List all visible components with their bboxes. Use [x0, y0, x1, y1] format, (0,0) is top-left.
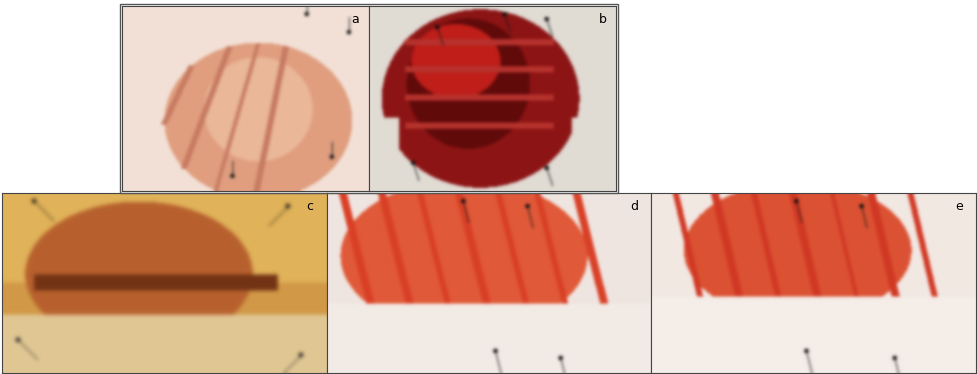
- Text: e: e: [955, 200, 962, 213]
- Text: a: a: [351, 13, 359, 26]
- Bar: [120, 4, 617, 193]
- Text: c: c: [307, 200, 314, 213]
- Text: d: d: [630, 200, 638, 213]
- Text: b: b: [598, 13, 606, 26]
